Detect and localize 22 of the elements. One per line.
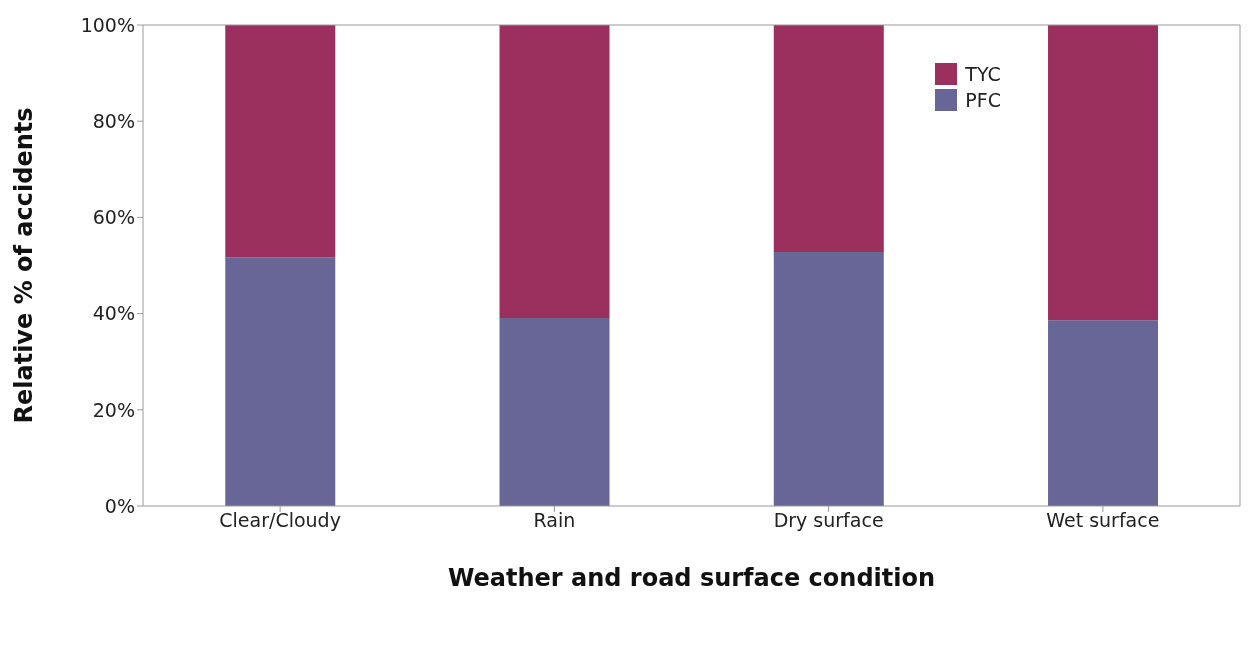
- y-tick-label: 100%: [80, 13, 135, 36]
- y-tick-label: 40%: [92, 302, 135, 325]
- legend-label: TYC: [965, 63, 1001, 85]
- bar: [225, 25, 336, 258]
- y-axis-title: Relative % of accidents: [9, 107, 38, 424]
- bar: [499, 25, 610, 318]
- bar: [1048, 320, 1159, 506]
- x-tick-label: Dry surface: [773, 509, 884, 532]
- y-tick-label: 0%: [104, 494, 135, 517]
- bar: [499, 317, 610, 506]
- y-tick-label: 60%: [92, 206, 135, 229]
- x-tick-label: Wet surface: [1046, 509, 1160, 532]
- x-axis-title: Weather and road surface condition: [447, 564, 936, 592]
- bar: [773, 252, 884, 506]
- bar: [1048, 25, 1159, 321]
- y-tick-label: 20%: [92, 398, 135, 421]
- legend-label: PFC: [965, 89, 1001, 111]
- bar: [773, 25, 884, 253]
- y-tick-label: 80%: [92, 109, 135, 132]
- bar: [225, 257, 336, 506]
- x-tick-label: Clear/Cloudy: [219, 509, 341, 532]
- x-tick-label: Rain: [533, 509, 576, 532]
